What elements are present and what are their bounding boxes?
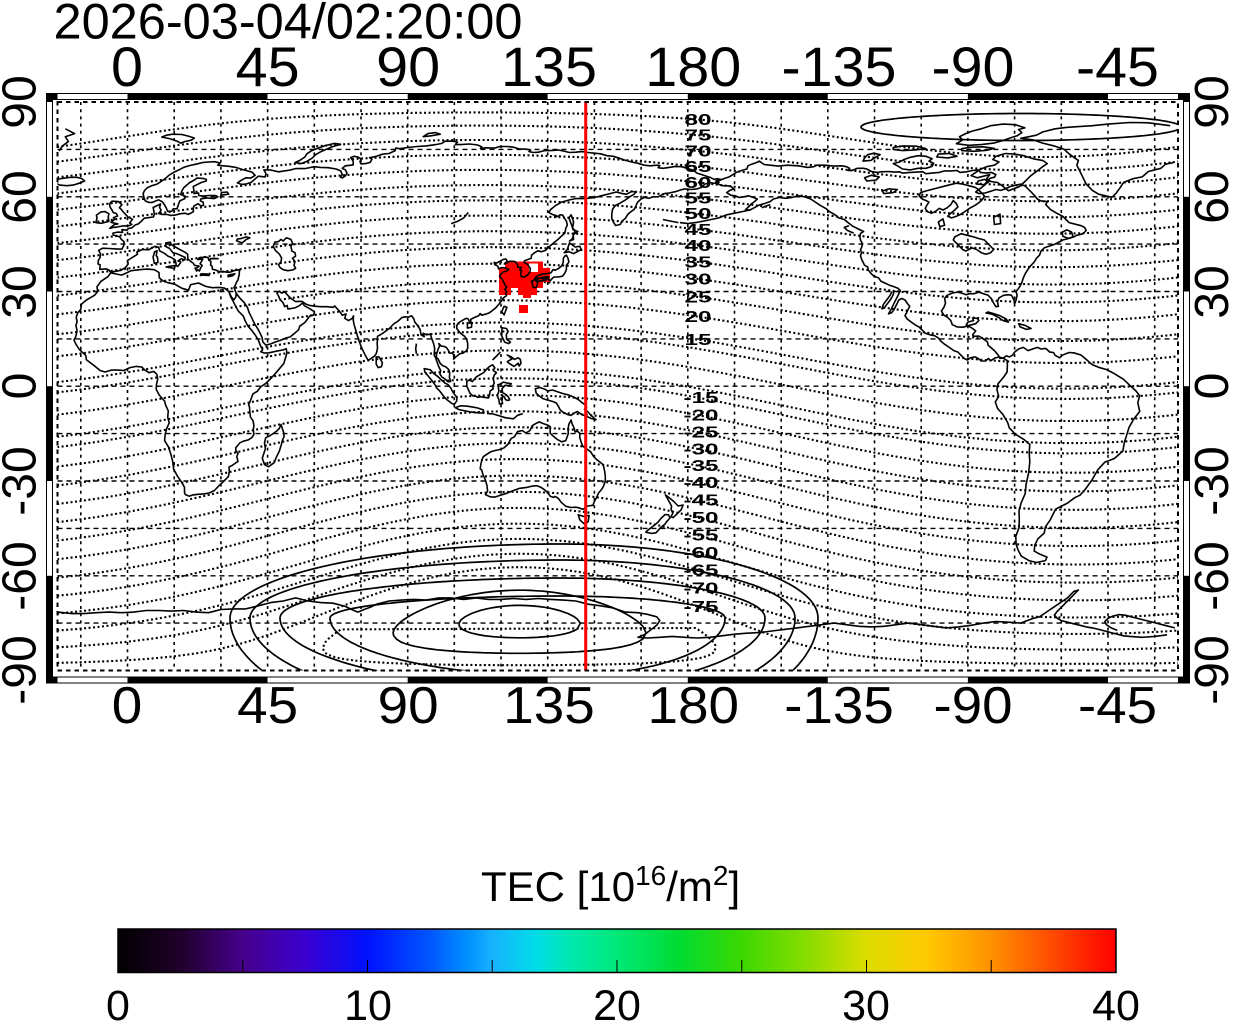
svg-text:-30: -30 [1186,446,1235,515]
svg-text:-60: -60 [1186,541,1235,610]
svg-text:70: 70 [685,143,712,160]
svg-text:-30: -30 [684,441,719,458]
svg-text:0: 0 [1186,373,1235,400]
svg-text:45: 45 [236,35,300,98]
svg-text:2026-03-04/02:20:00: 2026-03-04/02:20:00 [54,0,523,49]
svg-text:-20: -20 [684,408,719,425]
svg-text:20: 20 [593,982,641,1021]
svg-text:-45: -45 [684,493,719,510]
svg-text:-55: -55 [684,528,719,545]
svg-text:40: 40 [1092,982,1140,1021]
svg-text:30: 30 [0,265,47,318]
svg-text:90: 90 [378,676,439,734]
svg-text:60: 60 [0,170,47,223]
svg-text:-65: -65 [684,563,719,580]
svg-text:-40: -40 [684,475,719,492]
svg-text:-15: -15 [684,390,719,407]
svg-text:-90: -90 [0,635,47,704]
svg-text:-45: -45 [1076,35,1159,98]
svg-text:50: 50 [685,206,712,223]
svg-text:80: 80 [685,112,712,129]
svg-text:65: 65 [685,159,712,176]
svg-text:90: 90 [376,35,440,98]
svg-text:-75: -75 [684,599,719,616]
svg-text:-45: -45 [1078,676,1157,734]
svg-text:55: 55 [685,191,712,208]
svg-text:20: 20 [685,309,712,326]
svg-text:0: 0 [111,35,143,98]
svg-text:135: 135 [503,676,595,734]
svg-text:30: 30 [842,982,890,1021]
svg-text:-90: -90 [932,35,1015,98]
svg-text:180: 180 [645,35,741,98]
svg-text:-50: -50 [684,510,719,527]
svg-text:40: 40 [685,238,712,255]
svg-text:0: 0 [0,373,47,400]
svg-text:0: 0 [106,982,130,1021]
svg-text:-90: -90 [934,676,1013,734]
svg-text:75: 75 [685,128,712,145]
svg-text:-25: -25 [684,425,719,442]
svg-text:TEC [1016/m2]: TEC [1016/m2] [481,860,740,910]
svg-text:25: 25 [685,289,712,306]
svg-text:90: 90 [0,75,47,128]
svg-text:-70: -70 [684,581,719,598]
svg-text:35: 35 [685,254,712,271]
svg-text:15: 15 [685,332,712,349]
svg-text:180: 180 [648,676,740,734]
svg-text:-35: -35 [684,458,719,475]
svg-text:45: 45 [237,676,298,734]
svg-text:0: 0 [112,676,143,734]
svg-text:-60: -60 [0,541,47,610]
svg-text:10: 10 [344,982,392,1021]
svg-text:-135: -135 [784,676,894,734]
svg-text:30: 30 [685,271,712,288]
svg-text:135: 135 [501,35,597,98]
svg-text:60: 60 [685,175,712,192]
svg-text:-90: -90 [1186,635,1235,704]
svg-text:60: 60 [1186,170,1235,223]
svg-text:-30: -30 [0,446,47,515]
svg-text:-60: -60 [684,545,719,562]
svg-text:45: 45 [685,222,712,239]
svg-text:90: 90 [1186,75,1235,128]
svg-text:-135: -135 [782,35,897,98]
svg-text:30: 30 [1186,265,1235,318]
